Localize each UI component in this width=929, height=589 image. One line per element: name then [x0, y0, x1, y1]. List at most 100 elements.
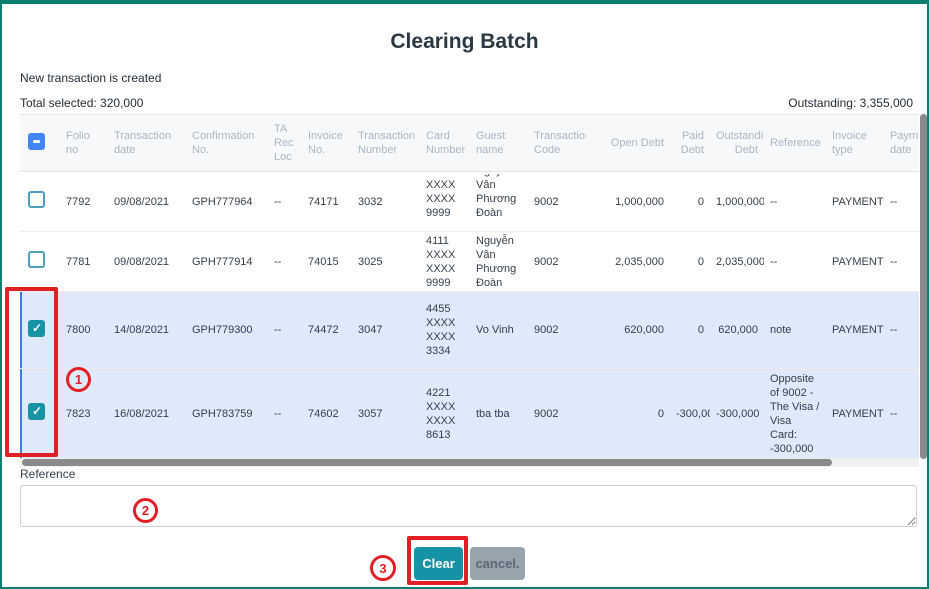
cell-invoice-no: 74472 — [308, 324, 339, 336]
cell-folio-no: 7781 — [66, 255, 91, 268]
col-header-transaction-code[interactable]: Transaction Code — [534, 130, 586, 156]
cell-outstanding-debt: 620,000 — [718, 324, 758, 336]
col-header-ta-rec-loc[interactable]: TA Rec Loc — [274, 123, 294, 163]
table-row[interactable]: 7800 14/08/2021 GPH779300 -- 74472 3047 … — [20, 292, 919, 369]
row-checkbox[interactable] — [28, 403, 45, 420]
cell-transaction-code: 9002 — [534, 407, 559, 420]
cell-invoice-no: 74602 — [308, 407, 339, 420]
cell-transaction-date: 09/08/2021 — [114, 195, 170, 208]
cell-payment-date: -- — [890, 407, 898, 420]
row-checkbox[interactable] — [28, 319, 45, 337]
outstanding-label: Outstanding: 3,355,000 — [788, 96, 913, 110]
cell-card-number: 4111 XXXX XXXX 9999 — [426, 174, 456, 219]
total-selected-label: Total selected: 320,000 — [20, 96, 144, 110]
cell-payment-date: -- — [890, 255, 898, 268]
cell-folio-no: 7823 — [66, 407, 91, 420]
cell-ta-rec-loc: -- — [274, 324, 282, 336]
cell-transaction-date: 14/08/2021 — [114, 324, 170, 336]
cancel-button[interactable]: cancel. — [470, 547, 525, 580]
cell-transaction-number: 3032 — [358, 195, 383, 208]
select-all-checkbox[interactable] — [28, 132, 45, 150]
col-header-outstanding-debt[interactable]: Outstanding Debt — [716, 130, 764, 156]
cell-invoice-type: PAYMENT — [832, 407, 884, 420]
table-row[interactable]: 7792 09/08/2021 GPH777964 -- 74171 3032 … — [20, 172, 919, 232]
table-header-row: Folio no Transaction date Confirmation N… — [20, 114, 919, 172]
cell-card-number: 4455 XXXX XXXX 3334 — [426, 303, 456, 357]
row-checkbox-cell — [20, 251, 60, 272]
transactions-table: Folio no Transaction date Confirmation N… — [20, 114, 927, 467]
col-header-transaction-number[interactable]: Transaction Number — [358, 130, 416, 156]
col-header-transaction-date[interactable]: Transaction date — [114, 130, 172, 156]
cell-invoice-type: PAYMENT — [832, 255, 884, 268]
confirmation-link[interactable]: GPH777914 — [192, 255, 253, 268]
cell-paid-debt: 0 — [697, 255, 704, 268]
cell-ta-rec-loc: -- — [274, 195, 282, 208]
cell-card-number: 4111 XXXX XXXX 9999 — [426, 234, 456, 289]
row-checkbox-cell — [20, 191, 60, 212]
cell-open-debt: 2,035,000 — [615, 255, 664, 268]
cell-outstanding-debt: 1,000,000 — [716, 195, 764, 208]
cell-open-debt: 620,000 — [624, 324, 664, 336]
col-header-confirmation-no[interactable]: Confirmation No. — [192, 130, 255, 156]
col-header-guest-name[interactable]: Guest name — [476, 130, 506, 156]
cell-ta-rec-loc: -- — [274, 407, 282, 420]
cell-payment-date: -- — [890, 324, 898, 336]
clear-button[interactable]: Clear — [414, 547, 463, 580]
row-checkbox[interactable] — [28, 251, 45, 268]
status-message: New transaction is created — [20, 71, 162, 85]
cell-transaction-date: 09/08/2021 — [114, 255, 170, 268]
cell-ta-rec-loc: -- — [274, 255, 282, 268]
cell-transaction-code: 9002 — [534, 324, 559, 336]
col-header-payment-date[interactable]: Payment date — [890, 130, 919, 156]
cell-invoice-type: PAYMENT — [832, 195, 884, 208]
cell-transaction-code: 9002 — [534, 195, 559, 208]
col-header-reference[interactable]: Reference — [770, 137, 821, 149]
col-header-invoice-type[interactable]: Invoice type — [832, 130, 867, 156]
cell-outstanding-debt: -300,000 — [716, 407, 760, 420]
col-header-invoice-no[interactable]: Invoice No. — [308, 130, 343, 156]
col-header-folio-no[interactable]: Folio no — [66, 130, 90, 156]
row-checkbox[interactable] — [28, 191, 45, 208]
vertical-scrollbar[interactable] — [920, 114, 927, 459]
cell-folio-no: 7800 — [66, 324, 91, 336]
reference-label: Reference — [20, 467, 76, 481]
horizontal-scrollbar-thumb[interactable] — [22, 459, 832, 466]
cell-transaction-number: 3047 — [358, 324, 383, 336]
cell-outstanding-debt: 2,035,000 — [716, 255, 764, 268]
annotation-step-3: 3 — [370, 555, 396, 581]
cell-reference: -- — [770, 195, 778, 208]
col-header-card-number[interactable]: Card Number — [426, 130, 466, 156]
cell-invoice-type: PAYMENT — [832, 324, 884, 336]
cell-open-debt: 1,000,000 — [615, 195, 664, 208]
cell-guest-name: Vo Vinh — [476, 324, 514, 336]
col-header-paid-debt[interactable]: Paid Debt — [680, 130, 704, 156]
horizontal-scrollbar[interactable] — [20, 459, 919, 467]
cell-transaction-code: 9002 — [534, 255, 559, 268]
vertical-scrollbar-thumb[interactable] — [920, 114, 927, 459]
header-checkbox-cell — [20, 132, 60, 154]
cell-reference: Opposite of 9002 - The Visa / Visa Card:… — [770, 372, 820, 455]
confirmation-link[interactable]: GPH779300 — [192, 324, 253, 336]
reference-input[interactable] — [20, 485, 917, 527]
cell-transaction-number: 3025 — [358, 255, 383, 268]
row-checkbox-cell — [20, 403, 60, 424]
cell-transaction-date: 16/08/2021 — [114, 407, 170, 420]
page-title: Clearing Batch — [390, 30, 539, 53]
cell-guest-name: tba tba — [476, 407, 510, 420]
row-checkbox-cell — [20, 319, 60, 341]
cell-reference: -- — [770, 255, 778, 268]
table-row[interactable]: 7823 16/08/2021 GPH783759 -- 74602 3057 … — [20, 369, 919, 459]
confirmation-link[interactable]: GPH777964 — [192, 195, 253, 208]
cell-guest-name: Nguyễn Vân Phương Đoàn — [476, 234, 517, 289]
confirmation-link[interactable]: GPH783759 — [192, 407, 253, 420]
cell-folio-no: 7792 — [66, 195, 91, 208]
cell-card-number: 4221 XXXX XXXX 8613 — [426, 386, 456, 441]
cell-open-debt: 0 — [657, 407, 664, 420]
cell-paid-debt: -300,000 — [676, 407, 710, 420]
col-header-open-debt[interactable]: Open Debt — [610, 137, 664, 149]
cell-guest-name: Nguyễn Vân Phương Đoàn — [476, 174, 517, 219]
cell-transaction-number: 3057 — [358, 407, 383, 420]
cell-paid-debt: 0 — [697, 195, 704, 208]
table-row[interactable]: 7781 09/08/2021 GPH777914 -- 74015 3025 … — [20, 232, 919, 292]
